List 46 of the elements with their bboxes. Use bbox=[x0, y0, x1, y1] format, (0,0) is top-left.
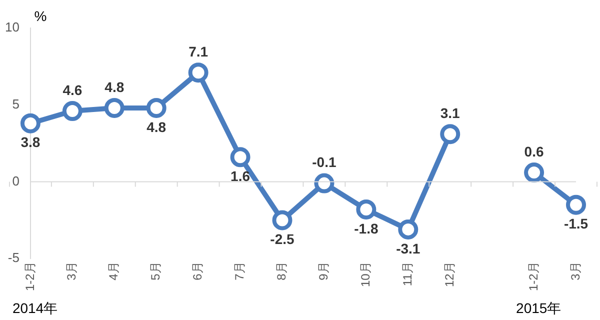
x-tick-label: 5月 bbox=[148, 262, 163, 280]
point bbox=[146, 98, 166, 118]
x-tick-label: 1-2月 bbox=[22, 262, 37, 291]
data-label: 4.6 bbox=[62, 82, 82, 98]
data-label: 4.8 bbox=[104, 78, 124, 95]
data-label: 7.1 bbox=[188, 43, 208, 60]
point bbox=[188, 62, 208, 83]
x-tick-label: 10月 bbox=[358, 262, 372, 288]
y-tick-label: 5 bbox=[12, 96, 20, 112]
x-tick-label: 3月 bbox=[64, 262, 79, 280]
data-label: -2.5 bbox=[270, 231, 295, 248]
data-label: 3.8 bbox=[20, 134, 40, 150]
point bbox=[272, 210, 292, 230]
x-tick-label: 11月 bbox=[400, 262, 414, 286]
x-tick-label: 8月 bbox=[274, 262, 289, 280]
point bbox=[104, 98, 124, 118]
x-tick-label: 1-2月 bbox=[526, 262, 540, 291]
y-tick-label: -5 bbox=[8, 250, 20, 266]
point bbox=[314, 173, 334, 194]
point bbox=[356, 199, 376, 220]
data-label: 1.6 bbox=[230, 168, 250, 184]
data-label: -1.8 bbox=[354, 220, 378, 236]
point bbox=[230, 147, 250, 168]
data-label: -3.1 bbox=[396, 240, 420, 256]
point bbox=[524, 162, 544, 183]
text: 2015年 bbox=[516, 300, 562, 316]
data-label: -0.1 bbox=[312, 154, 336, 170]
point bbox=[62, 101, 82, 122]
point bbox=[20, 113, 40, 134]
x-tick-label: 9月 bbox=[316, 262, 331, 280]
x-tick-label: 4月 bbox=[106, 262, 121, 280]
point bbox=[566, 194, 586, 215]
x-tick-label: 7月 bbox=[232, 262, 247, 280]
data-label: -1.5 bbox=[564, 216, 588, 232]
x-tick-label: 6月 bbox=[190, 262, 205, 280]
text: 2014年 bbox=[12, 300, 58, 316]
y-axis-title: % bbox=[34, 8, 47, 24]
data-label: 0.6 bbox=[524, 143, 544, 160]
x-tick-label: 12月 bbox=[442, 262, 456, 288]
point bbox=[398, 219, 418, 240]
point bbox=[440, 124, 460, 144]
data-label: 4.8 bbox=[146, 118, 166, 135]
y-tick-label: 0 bbox=[12, 173, 20, 188]
y-tick-label: 10 bbox=[4, 20, 20, 35]
x-tick-label: 3月 bbox=[568, 262, 582, 280]
data-label: 3.1 bbox=[440, 104, 460, 121]
